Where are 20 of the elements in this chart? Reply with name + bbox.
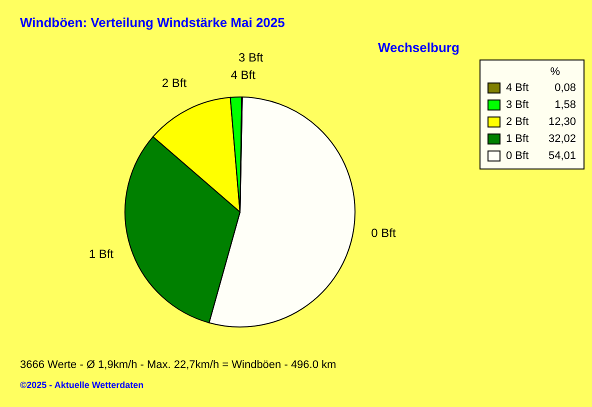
slice-label: 2 Bft — [162, 76, 188, 90]
legend-label: 2 Bft — [506, 116, 529, 128]
legend-label: 3 Bft — [506, 99, 529, 111]
slice-label: 4 Bft — [230, 68, 256, 82]
slice-label: 0 Bft — [371, 226, 396, 240]
data-label: 54,01 — [548, 150, 576, 162]
text: 3666 Werte - Ø 1,9km/h - Max. 22,7km/h = Windböen - 496.0 km — [20, 359, 336, 371]
legend-label: 1 Bft — [506, 133, 529, 145]
chart-title: Windböen: Verteilung Windstärke Mai 2025 — [20, 15, 285, 30]
data-label: 12,30 — [548, 116, 576, 128]
chart-subtitle: Wechselburg — [378, 40, 460, 55]
slice-label: 1 Bft — [88, 246, 114, 261]
slice-label: 3 Bft — [238, 50, 264, 64]
data-label: 1,58 — [554, 99, 576, 111]
legend-label: 4 Bft — [506, 82, 529, 94]
legend-label: 0 Bft — [506, 150, 529, 162]
data-label: 32,02 — [548, 133, 576, 145]
text: ©2025 - Aktuelle Wetterdaten — [20, 380, 144, 390]
legend-title: % — [550, 66, 560, 78]
data-label: 0,08 — [554, 82, 576, 94]
